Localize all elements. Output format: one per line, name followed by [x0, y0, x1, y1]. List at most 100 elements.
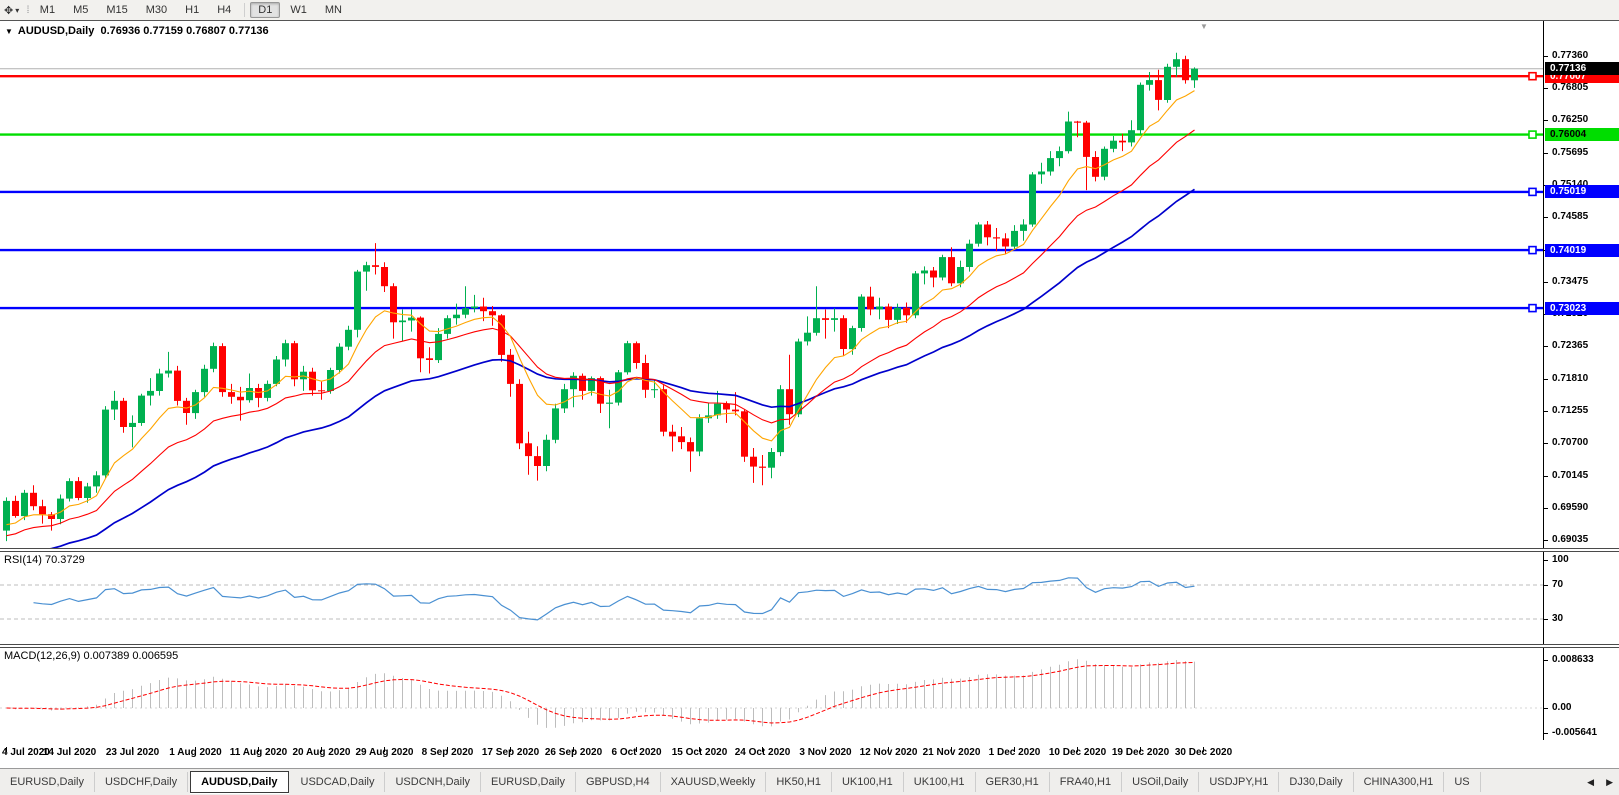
collapse-icon[interactable]: ▼ — [5, 27, 13, 36]
chart-tab-bar: EURUSD,Daily USDCHF,Daily AUDUSD,Daily USDC… — [0, 768, 1619, 795]
axis-tick — [1544, 708, 1548, 709]
date-label: 20 Aug 2020 — [292, 747, 351, 758]
candlestick-chart[interactable] — [0, 21, 1543, 548]
axis-tick-label: 0.76250 — [1552, 114, 1589, 125]
chart-tab-eurusd-daily[interactable]: EURUSD,Daily — [0, 772, 95, 792]
timeframe-button-mn[interactable]: MN — [324, 4, 342, 16]
axis-tick — [1544, 443, 1548, 444]
ohlc-values: 0.76936 0.77159 0.76807 0.77136 — [100, 25, 269, 37]
timeframe-button-m5[interactable]: M5 — [73, 4, 89, 16]
date-label: 1 Aug 2020 — [169, 747, 222, 758]
macd-label: MACD(12,26,9) 0.007389 0.006595 — [4, 650, 179, 662]
price-badge: 0.76004 — [1545, 128, 1619, 141]
price-badge: 0.75019 — [1545, 185, 1619, 198]
chart-tab-ger30-h1[interactable]: GER30,H1 — [976, 772, 1050, 792]
date-label: 15 Oct 2020 — [671, 747, 728, 758]
date-label: 30 Dec 2020 — [1174, 747, 1233, 758]
axis-tick-label: 0.69035 — [1552, 534, 1589, 545]
chart-window: ▼ AUDUSD,Daily 0.76936 0.77159 0.76807 0.… — [0, 20, 1619, 769]
axis-tick-label: 0.76805 — [1552, 82, 1589, 93]
axis-tick-label: 0.70145 — [1552, 470, 1589, 481]
axis-tick — [1544, 540, 1548, 541]
chart-tab-hk50-h1[interactable]: HK50,H1 — [766, 772, 832, 792]
shift-marker-icon: ▼ — [1200, 22, 1208, 31]
date-label: 21 Nov 2020 — [922, 747, 981, 758]
toolbar-grip: ⁞⁞ — [26, 4, 29, 16]
axis-tick — [1544, 153, 1548, 154]
date-label: 19 Dec 2020 — [1111, 747, 1170, 758]
axis-tick-label: 0.75140 — [1552, 179, 1588, 190]
rsi-axis: 100 70 30 — [1543, 552, 1619, 644]
axis-tick — [1544, 282, 1548, 283]
axis-tick — [1544, 88, 1548, 89]
timeframe-button-m30[interactable]: M30 — [145, 4, 168, 16]
date-label: 12 Nov 2020 — [859, 747, 918, 758]
date-label: 24 Oct 2020 — [734, 747, 791, 758]
chart-tab-gbpusd-h4[interactable]: GBPUSD,H4 — [576, 772, 661, 792]
date-label: 3 Nov 2020 — [799, 747, 852, 758]
timeframe-toolbar: ✥ ▾ ⁞⁞ M1 M5 M15 M30 H1 H4 D1 W1 MN — [0, 0, 1619, 21]
macd-pane[interactable]: MACD(12,26,9) 0.007389 0.006595 0.008633… — [0, 648, 1619, 740]
axis-tick — [1544, 346, 1548, 347]
chart-tab-us[interactable]: US — [1444, 772, 1481, 792]
chart-tab-dj30-daily[interactable]: DJ30,Daily — [1279, 772, 1354, 792]
chart-tab-xauusd-weekly[interactable]: XAUUSD,Weekly — [661, 772, 767, 792]
price-pane[interactable]: ▼ AUDUSD,Daily 0.76936 0.77159 0.76807 0.… — [0, 21, 1619, 548]
axis-tick — [1544, 560, 1548, 561]
chart-tab-audusd-daily[interactable]: AUDUSD,Daily — [190, 771, 289, 793]
chart-tab-usdchf-daily[interactable]: USDCHF,Daily — [95, 772, 189, 792]
chart-tab-usdcnh-daily[interactable]: USDCNH,Daily — [385, 772, 482, 792]
tabs-scroll-right-icon[interactable]: ▶ — [1606, 776, 1613, 787]
chart-tab-china300-h1[interactable]: CHINA300,H1 — [1354, 772, 1445, 792]
timeframe-button-d1[interactable]: D1 — [250, 2, 281, 18]
chart-tab-uk100-h1[interactable]: UK100,H1 — [832, 772, 904, 792]
pane-separator[interactable] — [0, 644, 1619, 648]
axis-tick-label: 0.69590 — [1552, 502, 1589, 513]
axis-tick-label: 0.00 — [1552, 702, 1572, 713]
timeframe-button-h4[interactable]: H4 — [217, 4, 232, 16]
axis-tick-label: 70 — [1552, 579, 1564, 590]
chart-tab-usoil-daily[interactable]: USOil,Daily — [1122, 772, 1200, 792]
axis-tick — [1544, 476, 1548, 477]
date-label: 10 Dec 2020 — [1048, 747, 1107, 758]
price-badge: 0.77136 — [1545, 62, 1619, 75]
rsi-chart[interactable] — [0, 552, 1543, 644]
axis-tick — [1544, 508, 1548, 509]
pane-separator[interactable] — [0, 548, 1619, 552]
time-axis: 4 Jul 2020 14 Jul 2020 23 Jul 2020 1 Aug 20… — [0, 740, 1619, 769]
timeframe-button-h1[interactable]: H1 — [185, 4, 200, 16]
date-label: 29 Aug 2020 — [355, 747, 414, 758]
date-label: 1 Dec 2020 — [988, 747, 1041, 758]
chart-tab-uk100-h1[interactable]: UK100,H1 — [904, 772, 976, 792]
macd-chart[interactable] — [0, 648, 1543, 740]
chart-tab-usdcad-daily[interactable]: USDCAD,Daily — [291, 772, 386, 792]
tabs-scroll-left-icon[interactable]: ◀ — [1587, 776, 1595, 787]
date-label: 23 Jul 2020 — [105, 747, 160, 758]
axis-tick-label: 0.74585 — [1552, 211, 1589, 222]
timeframe-button-w1[interactable]: W1 — [290, 4, 307, 16]
symbol-ohlc-line[interactable]: ▼ AUDUSD,Daily 0.76936 0.77159 0.76807 0.… — [5, 25, 269, 37]
axis-tick — [1544, 585, 1548, 586]
chart-tab-fra40-h1[interactable]: FRA40,H1 — [1050, 772, 1123, 792]
date-label: 6 Oct 2020 — [611, 747, 662, 758]
axis-tick — [1544, 619, 1548, 620]
axis-tick-label: 0.71255 — [1552, 405, 1589, 416]
symbol-label: AUDUSD,Daily — [17, 25, 95, 37]
axis-tick-label: 0.70700 — [1552, 437, 1589, 448]
axis-tick-label: 0.75695 — [1552, 147, 1589, 158]
axis-tick-label: 0.72365 — [1552, 340, 1589, 351]
axis-tick-label: 0.73475 — [1552, 276, 1589, 287]
axis-tick-label: 100 — [1552, 554, 1569, 565]
cursor-tool-icon[interactable]: ✥ ▾ — [4, 4, 20, 17]
chart-tab-usdjpy-h1[interactable]: USDJPY,H1 — [1199, 772, 1280, 792]
timeframe-button-m1[interactable]: M1 — [39, 4, 56, 16]
axis-tick — [1544, 120, 1548, 121]
chart-tab-eurusd-daily[interactable]: EURUSD,Daily — [481, 772, 576, 792]
price-badge: 0.73023 — [1545, 302, 1619, 315]
date-label: 26 Sep 2020 — [544, 747, 603, 758]
timeframe-button-m15[interactable]: M15 — [106, 4, 128, 16]
date-label: 4 Jul 2020 — [2, 747, 50, 758]
rsi-pane[interactable]: RSI(14) 70.3729 100 70 30 — [0, 552, 1619, 644]
axis-tick-label: 0.77360 — [1552, 50, 1589, 61]
